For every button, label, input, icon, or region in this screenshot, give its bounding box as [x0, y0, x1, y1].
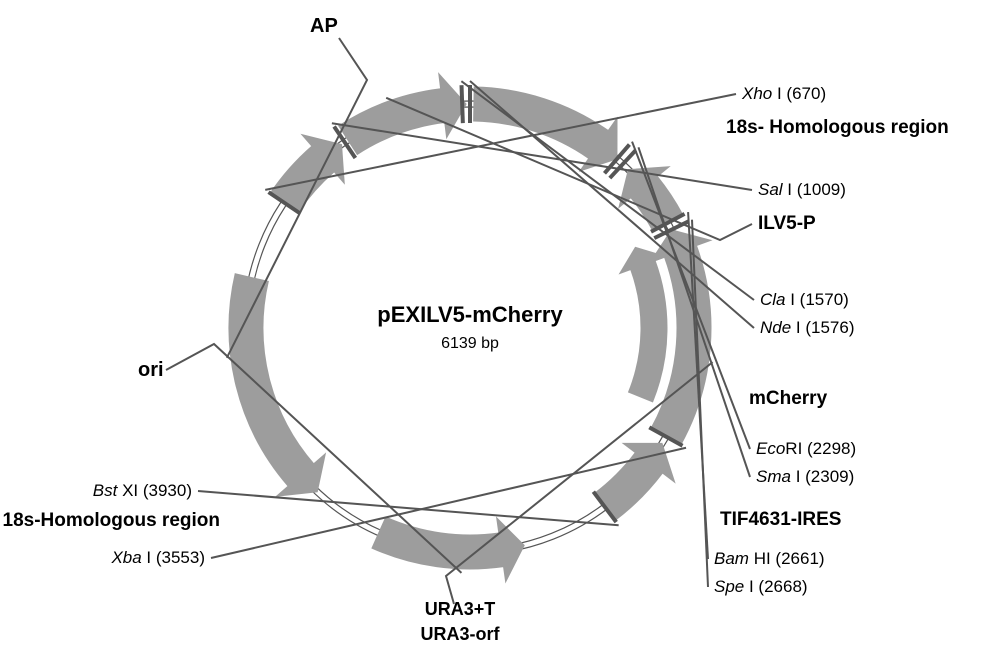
- feature-label: mCherry: [749, 388, 828, 409]
- feature-arc-URA3-orf: [620, 247, 667, 401]
- feature-arc-AP: [229, 274, 325, 496]
- site-label: Cla I (1570): [760, 290, 849, 309]
- site-tick: [462, 85, 463, 123]
- feature-label: URA3+T: [425, 599, 496, 619]
- site-label: Bst XI (3930): [93, 481, 192, 500]
- plasmid-map: Xho I (670) Sal I (1009) Cla I (1570) Nde I…: [0, 0, 1000, 652]
- feature-label: TIF4631-IRES: [720, 509, 841, 530]
- site-label: Bam HI (2661): [714, 549, 825, 568]
- site-label: Sal I (1009): [758, 180, 846, 199]
- feature-arc-ori: [372, 517, 524, 582]
- feature-label: 18s- Homologous region: [726, 117, 949, 138]
- feature-label: ori: [138, 359, 164, 381]
- site-leader: [198, 491, 619, 525]
- feature-arc-mCherry: [474, 87, 617, 171]
- site-leader: [461, 81, 754, 300]
- site-label: EcoRI (2298): [756, 439, 856, 458]
- site-label: Sma I (2309): [756, 467, 854, 486]
- site-leader: [470, 81, 754, 328]
- feature-label: ILV5-P: [758, 213, 816, 234]
- site-label: Spe I (2668): [714, 577, 808, 596]
- plasmid-size: 6139 bp: [441, 335, 499, 352]
- feature-label: URA3-orf: [421, 624, 501, 644]
- site-label: Xba I (3553): [110, 548, 205, 567]
- plasmid-name: pEXILV5-mCherry: [377, 302, 563, 327]
- site-label: Nde I (1576): [760, 318, 855, 337]
- feature-label: 18s-Homologous region: [3, 510, 220, 531]
- feature-label: AP: [310, 15, 338, 37]
- site-label: Xho I (670): [741, 84, 826, 103]
